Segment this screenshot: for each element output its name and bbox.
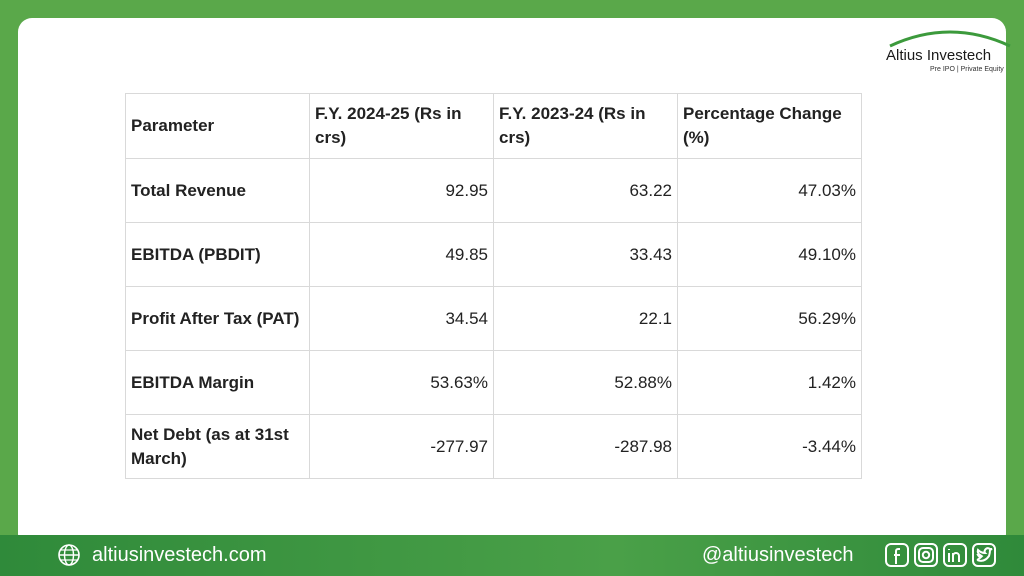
value-cell: 49.10%	[677, 222, 862, 287]
row-label: Total Revenue	[125, 158, 310, 223]
footer-bar: altiusinvestech.com @altiusinvestech	[0, 535, 1024, 576]
social-handle: @altiusinvestech	[702, 544, 854, 566]
value-cell: 53.63%	[309, 350, 494, 415]
data-row: EBITDA Margin 53.63% 52.88% 1.42%	[125, 350, 862, 415]
row-label: EBITDA (PBDIT)	[125, 222, 310, 287]
value-cell: 63.22	[493, 158, 678, 223]
header-row: Parameter F.Y. 2024-25 (Rs in crs) F.Y. …	[125, 93, 862, 159]
data-row: EBITDA (PBDIT) 49.85 33.43 49.10%	[125, 222, 862, 287]
logo-tagline: Pre IPO | Private Equity	[930, 66, 1004, 73]
value-cell: 1.42%	[677, 350, 862, 415]
value-cell: -3.44%	[677, 414, 862, 479]
logo-name: Altius Investech	[886, 47, 992, 64]
data-row: Profit After Tax (PAT) 34.54 22.1 56.29%	[125, 286, 862, 351]
header-cell: F.Y. 2024-25 (Rs in crs)	[309, 93, 494, 159]
value-cell: 34.54	[309, 286, 494, 351]
row-label: Profit After Tax (PAT)	[125, 286, 310, 351]
data-row: Total Revenue 92.95 63.22 47.03%	[125, 158, 862, 223]
value-cell: 52.88%	[493, 350, 678, 415]
value-cell: -287.98	[493, 414, 678, 479]
value-cell: 49.85	[309, 222, 494, 287]
row-label: EBITDA Margin	[125, 350, 310, 415]
row-label: Net Debt (as at 31st March)	[125, 414, 310, 479]
financial-table: Parameter F.Y. 2024-25 (Rs in crs) F.Y. …	[125, 93, 862, 479]
value-cell: 47.03%	[677, 158, 862, 223]
globe-icon	[58, 544, 80, 566]
social-icons[interactable]	[884, 541, 1004, 569]
header-cell: Parameter	[125, 93, 310, 159]
header-cell: Percentage Change (%)	[677, 93, 862, 159]
website[interactable]: altiusinvestech.com	[92, 544, 267, 566]
data-row: Net Debt (as at 31st March) -277.97 -287.9…	[125, 414, 862, 479]
header-cell: F.Y. 2023-24 (Rs in crs)	[493, 93, 678, 159]
value-cell: 92.95	[309, 158, 494, 223]
logo: Altius Investech Pre IPO | Private Equit…	[860, 24, 1020, 84]
value-cell: 56.29%	[677, 286, 862, 351]
value-cell: 33.43	[493, 222, 678, 287]
logo-arc	[889, 30, 1011, 54]
value-cell: 22.1	[493, 286, 678, 351]
value-cell: -277.97	[309, 414, 494, 479]
